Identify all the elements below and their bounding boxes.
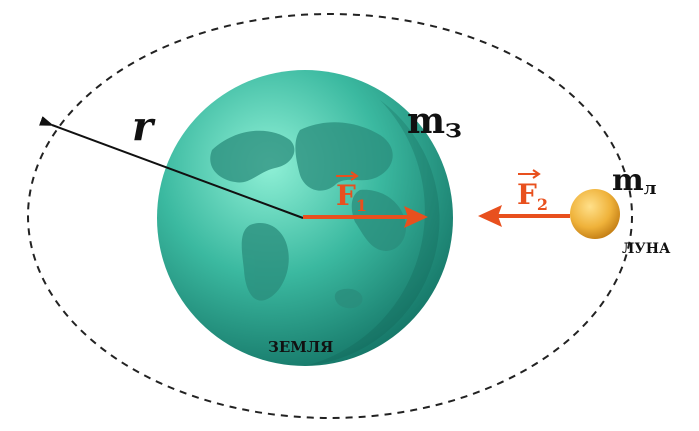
radius-label: r [132, 103, 156, 150]
force-f2-symbol: F [517, 178, 537, 211]
force-f1-label: F1 [336, 179, 367, 215]
earth-mass-symbol: m [407, 100, 445, 142]
force-f2-arrow [478, 205, 570, 227]
force-f1-arrow [303, 206, 428, 228]
force-f2-vector-mark [518, 169, 541, 179]
force-f2-label: F2 [517, 178, 548, 214]
radius-arrow [39, 116, 304, 219]
earth-continents [210, 122, 406, 309]
moon-mass-label: mл [612, 163, 657, 199]
moon-orbit [27, 13, 633, 419]
force-f1-symbol: F [336, 179, 356, 212]
force-f1-subscript: 1 [356, 196, 367, 215]
earth-mass-label: mз [407, 100, 462, 144]
force-f2-subscript: 2 [537, 195, 548, 214]
force-f1-vector-mark [336, 171, 359, 181]
earth-name-label: ЗЕМЛЯ [268, 338, 333, 356]
moon-name-label: ЛУНА [622, 241, 671, 257]
moon-mass-symbol: m [612, 163, 644, 198]
earth-mass-subscript: з [445, 114, 462, 144]
moon [570, 189, 620, 239]
earth-shade [305, 100, 440, 366]
moon-mass-subscript: л [644, 178, 657, 199]
